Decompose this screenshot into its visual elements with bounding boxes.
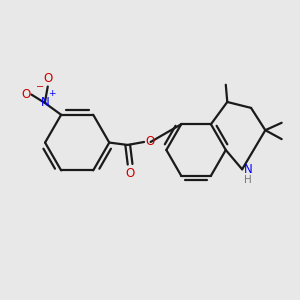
Text: N: N bbox=[40, 96, 49, 110]
Text: O: O bbox=[125, 167, 135, 180]
Text: O: O bbox=[22, 88, 31, 101]
Text: N: N bbox=[244, 163, 252, 176]
Text: O: O bbox=[145, 135, 154, 148]
Text: H: H bbox=[244, 175, 251, 185]
Text: −: − bbox=[36, 82, 44, 92]
Text: +: + bbox=[48, 89, 56, 98]
Text: O: O bbox=[43, 72, 52, 85]
